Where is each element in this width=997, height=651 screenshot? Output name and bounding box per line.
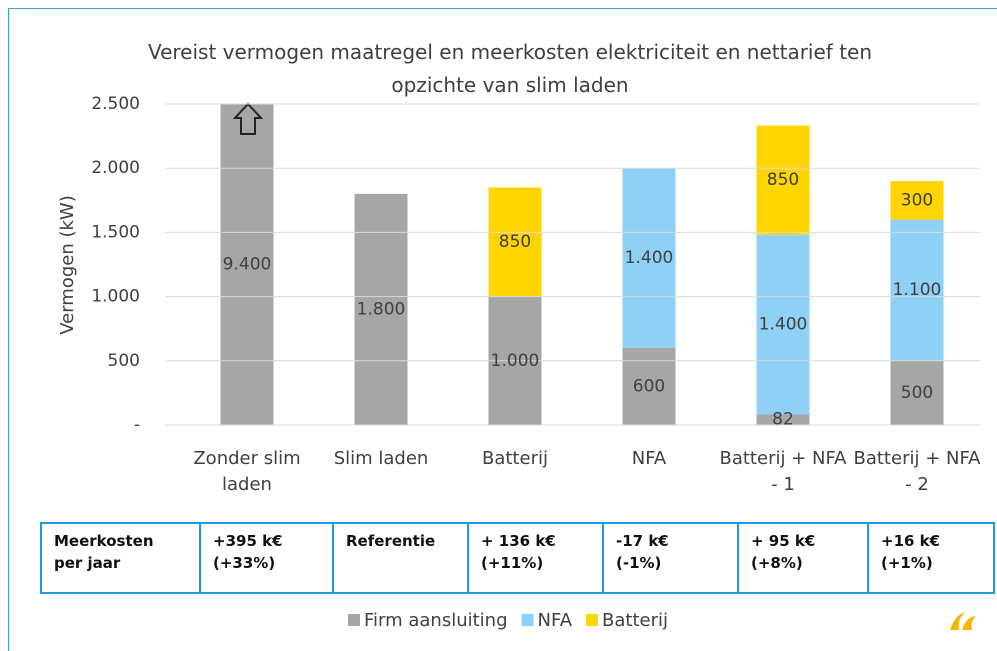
table-cell: -17 k€ (-1%)	[602, 524, 737, 592]
table-cell: +395 k€ (+33%)	[199, 524, 332, 592]
x-tick-label: NFA	[631, 448, 667, 469]
data-label: 1.800	[357, 299, 406, 319]
bar-segment	[890, 181, 944, 220]
cell-text: +16 k€ (+1%)	[881, 532, 941, 572]
bar-segment	[756, 234, 810, 415]
y-tick-label: 1.500	[91, 222, 140, 242]
y-tick-label: 2.500	[91, 94, 140, 114]
bar-segment	[220, 104, 274, 425]
x-tick-label: Slim laden	[333, 448, 429, 469]
table-cell: + 136 k€ (+11%)	[467, 524, 602, 592]
table-cell: + 95 k€ (+8%)	[737, 524, 867, 592]
chart-title: Vereist vermogen maatregel en meerkosten…	[147, 40, 873, 97]
logo	[950, 612, 976, 630]
y-axis-label: Vermogen (kW)	[57, 195, 78, 335]
bar-segment	[756, 414, 810, 425]
bars	[220, 104, 944, 425]
data-label: 82	[772, 410, 794, 430]
bar-segment	[488, 187, 542, 297]
cell-text: Referentie	[346, 532, 436, 550]
data-label: 1.100	[893, 280, 942, 300]
data-label: 500	[901, 383, 933, 403]
data-label: 300	[901, 190, 933, 210]
y-tick-label: 2.000	[91, 158, 140, 178]
cell-text: + 95 k€ (+8%)	[751, 532, 816, 572]
x-tick-label: Batterij	[482, 448, 548, 469]
legend-label: Firm aansluiting	[364, 610, 508, 631]
overflow-arrow	[232, 102, 264, 135]
legend-swatch	[586, 614, 599, 626]
data-label: 1.000	[491, 351, 540, 371]
frame	[8, 8, 997, 651]
y-tick-label: 1.000	[91, 287, 140, 307]
table-cell: Referentie	[332, 524, 467, 592]
cell-text: Meerkosten per jaar	[54, 532, 154, 572]
bar-segment	[890, 360, 944, 425]
cell-text: +395 k€ (+33%)	[213, 532, 283, 572]
data-label: 850	[767, 170, 799, 190]
table-cell: Meerkosten per jaar	[42, 524, 199, 592]
x-tick-label: Batterij + NFA - 2	[853, 448, 981, 495]
x-tick-label: Zonder slim laden	[193, 448, 301, 495]
table-cell: +16 k€ (+1%)	[867, 524, 993, 592]
data-label: 600	[633, 376, 665, 396]
cost-table: Meerkosten per jaar +395 k€ (+33%) Referen…	[40, 522, 995, 594]
data-label: 1.400	[625, 248, 674, 268]
bar-segment	[890, 219, 944, 361]
y-tick-label: 500	[108, 351, 140, 371]
x-tick-label: Batterij + NFA - 1	[719, 448, 847, 495]
data-label: 850	[499, 232, 531, 252]
bar-segment	[622, 168, 676, 348]
data-label: 9.400	[223, 255, 272, 275]
data-label: 1.400	[759, 315, 808, 335]
legend-label: Batterij	[602, 610, 668, 631]
legend-swatch	[521, 614, 534, 626]
bar-segment	[756, 125, 810, 235]
cell-text: -17 k€ (-1%)	[616, 532, 669, 572]
legend-swatch	[347, 614, 360, 626]
cell-text: + 136 k€ (+11%)	[481, 532, 556, 572]
legend-label: NFA	[538, 610, 573, 631]
y-tick-label: -	[134, 415, 140, 435]
